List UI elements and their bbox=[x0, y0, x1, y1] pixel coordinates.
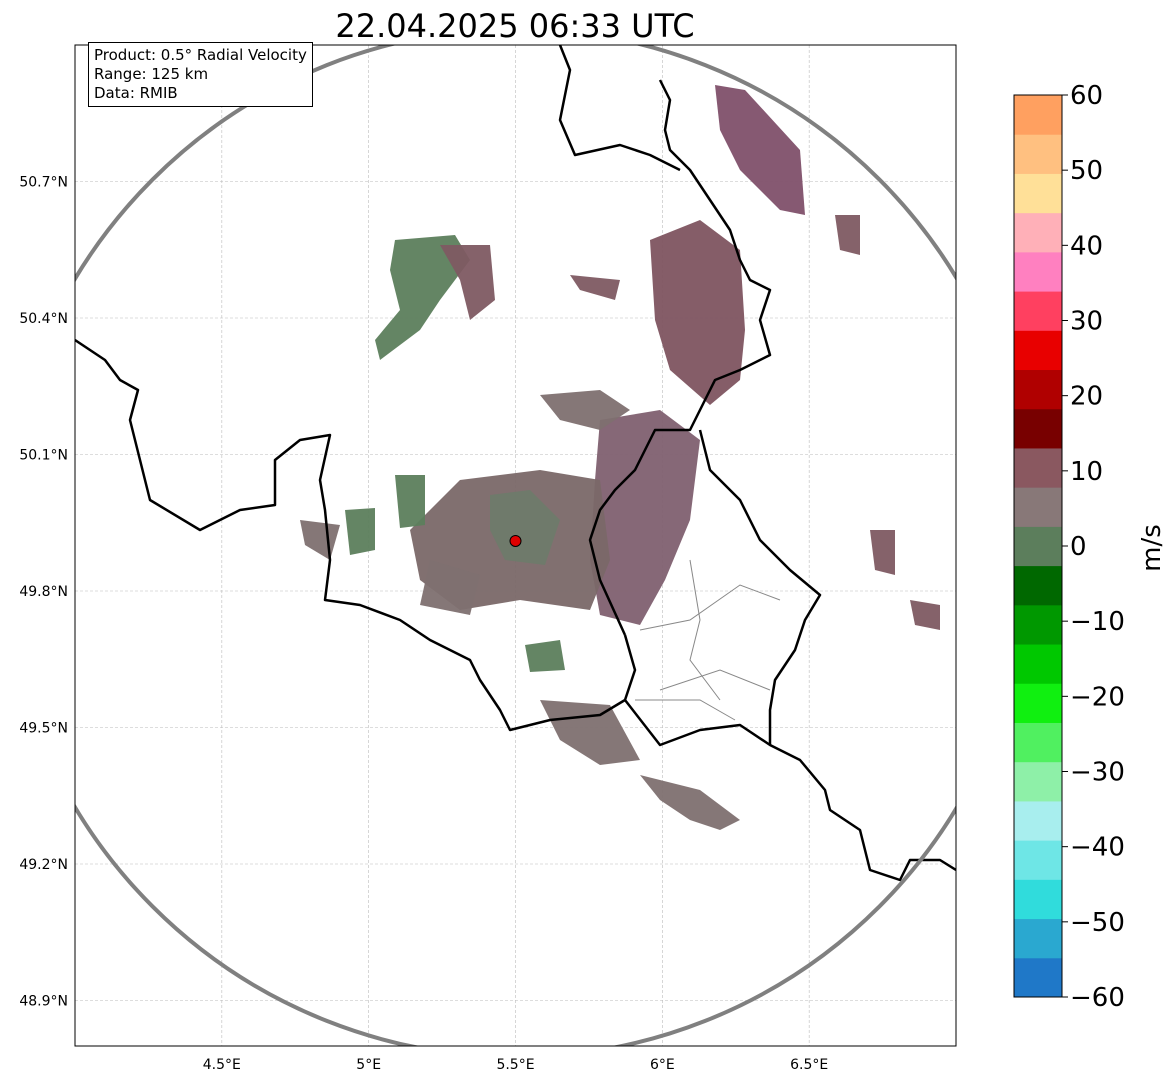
province-border bbox=[639, 584, 781, 631]
echo-region bbox=[395, 475, 425, 528]
border-line bbox=[624, 699, 956, 882]
colorbar-tick-label: 10 bbox=[1070, 457, 1103, 487]
country-borders bbox=[75, 45, 956, 882]
colorbar-tick-label: −30 bbox=[1070, 758, 1125, 788]
y-tick-label: 50.4°N bbox=[19, 311, 68, 327]
border-line bbox=[75, 338, 637, 732]
colorbar-tick-label: 20 bbox=[1070, 382, 1103, 412]
echo-region bbox=[715, 85, 805, 215]
colorbar-swatch bbox=[1014, 526, 1062, 567]
colorbar-swatch bbox=[1014, 487, 1062, 527]
colorbar-label: m/s bbox=[1137, 524, 1167, 572]
colorbar-swatch bbox=[1014, 604, 1062, 645]
colorbar-swatch bbox=[1014, 95, 1062, 135]
colorbar-swatch bbox=[1014, 369, 1062, 410]
y-tick-label: 49.2°N bbox=[19, 857, 68, 873]
border-line bbox=[698, 429, 822, 745]
velocity-echoes bbox=[300, 85, 940, 830]
radar-site-marker bbox=[509, 534, 522, 547]
info-range: Range: 125 km bbox=[94, 65, 209, 83]
colorbar-swatch bbox=[1014, 800, 1062, 841]
y-tick-label: 49.8°N bbox=[19, 584, 68, 600]
province-border bbox=[659, 669, 771, 691]
border-line bbox=[558, 45, 681, 172]
colorbar: 60 50 40 30 20 10 0 −10 −20 −30 −40 −50 −60 bbox=[1013, 81, 1125, 1013]
info-box: Product: 0.5° Radial Velocity Range: 125… bbox=[88, 42, 313, 107]
colorbar-swatch bbox=[1014, 251, 1062, 292]
y-tick-label: 48.9°N bbox=[19, 994, 68, 1010]
x-tick-label: 6.5°E bbox=[790, 1057, 828, 1073]
colorbar-tick-label: −60 bbox=[1070, 983, 1125, 1013]
colorbar-swatch bbox=[1014, 330, 1062, 371]
y-tick-label: 50.7°N bbox=[19, 175, 68, 191]
colorbar-tick-label: −10 bbox=[1070, 607, 1125, 637]
echo-region bbox=[540, 390, 630, 430]
colorbar-swatch bbox=[1014, 722, 1062, 763]
colorbar-swatch bbox=[1014, 173, 1062, 214]
colorbar-tick-label: 60 bbox=[1070, 81, 1103, 111]
x-tick-label: 4.5°E bbox=[203, 1057, 241, 1073]
colorbar-swatch bbox=[1014, 957, 1062, 998]
colorbar-tick-label: 30 bbox=[1070, 307, 1103, 337]
echo-region bbox=[870, 530, 895, 575]
province-border bbox=[635, 699, 736, 721]
echo-region bbox=[570, 275, 620, 300]
border-line bbox=[588, 79, 772, 636]
echo-region bbox=[490, 490, 560, 565]
y-axis-ticks: 50.7°N 50.4°N 50.1°N 49.8°N 49.5°N 49.2°N 48.9… bbox=[19, 175, 68, 1010]
echo-region bbox=[300, 520, 340, 560]
y-tick-label: 49.5°N bbox=[19, 721, 68, 737]
echo-region bbox=[640, 775, 740, 830]
echo-region bbox=[420, 560, 480, 615]
colorbar-swatch bbox=[1014, 447, 1062, 488]
echo-region bbox=[835, 215, 860, 255]
colorbar-swatch bbox=[1014, 683, 1062, 723]
echo-region bbox=[540, 700, 640, 765]
echo-region bbox=[910, 600, 940, 630]
colorbar-tick-label: 40 bbox=[1070, 231, 1103, 261]
echo-region bbox=[525, 640, 565, 672]
colorbar-swatch bbox=[1014, 918, 1062, 959]
echo-region bbox=[650, 220, 745, 405]
colorbar-swatch bbox=[1014, 840, 1062, 880]
colorbar-swatch bbox=[1014, 291, 1062, 331]
colorbar-tick-label: 50 bbox=[1070, 156, 1103, 186]
echo-region bbox=[375, 235, 470, 360]
province-border bbox=[689, 559, 721, 701]
colorbar-swatch bbox=[1014, 134, 1062, 174]
x-tick-label: 6°E bbox=[650, 1057, 675, 1073]
colorbar-swatch bbox=[1014, 644, 1062, 684]
echo-region bbox=[440, 245, 495, 320]
colorbar-tick-label: 0 bbox=[1070, 532, 1087, 562]
colorbar-swatch bbox=[1014, 879, 1062, 920]
colorbar-tick-label: −40 bbox=[1070, 833, 1125, 863]
x-axis-ticks: 4.5°E 5°E 5.5°E 6°E 6.5°E bbox=[203, 1057, 828, 1073]
map-frame bbox=[74, 44, 957, 1047]
info-product: Product: 0.5° Radial Velocity bbox=[94, 46, 307, 64]
colorbar-swatch bbox=[1014, 408, 1062, 449]
info-data: Data: RMIB bbox=[94, 84, 178, 102]
y-tick-label: 50.1°N bbox=[19, 448, 68, 464]
x-tick-label: 5°E bbox=[356, 1057, 381, 1073]
colorbar-swatch bbox=[1014, 761, 1062, 802]
echo-region bbox=[590, 410, 700, 625]
colorbar-swatch bbox=[1014, 565, 1062, 606]
colorbar-tick-label: −20 bbox=[1070, 682, 1125, 712]
colorbar-tick-label: −50 bbox=[1070, 908, 1125, 938]
echo-region bbox=[345, 508, 375, 555]
figure-title: 22.04.2025 06:33 UTC bbox=[335, 7, 694, 45]
colorbar-swatch bbox=[1014, 212, 1062, 253]
x-tick-label: 5.5°E bbox=[496, 1057, 534, 1073]
